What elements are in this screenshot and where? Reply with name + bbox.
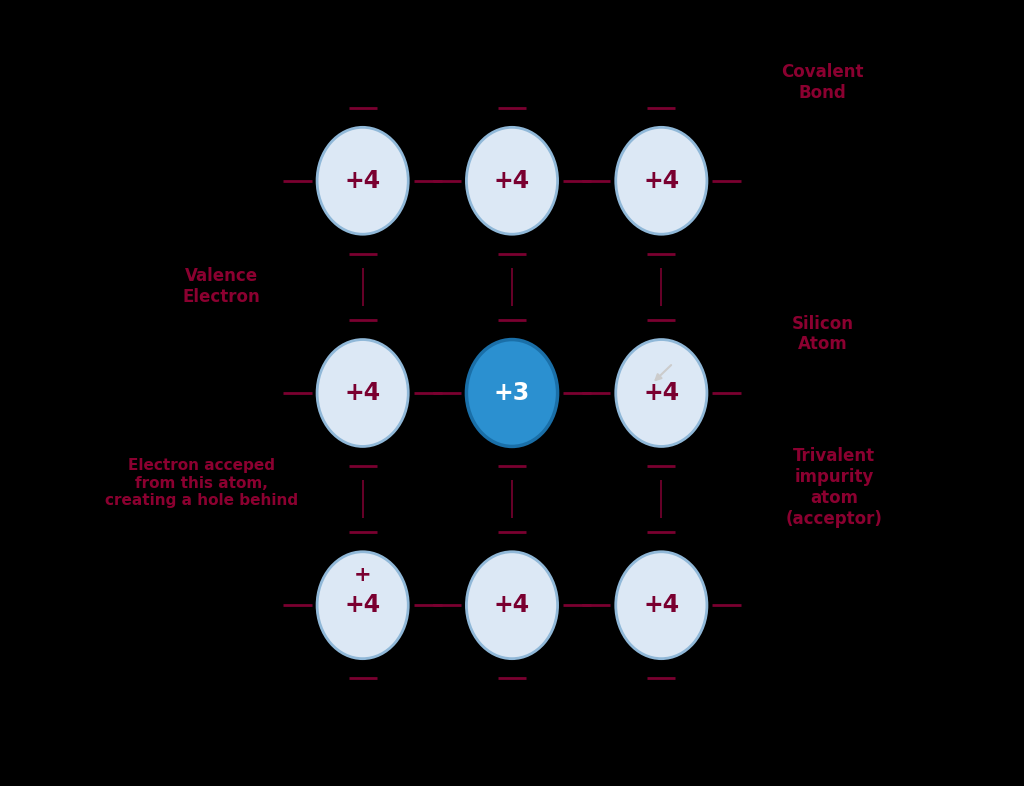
- Text: Electron acceped
from this atom,
creating a hole behind: Electron acceped from this atom, creatin…: [105, 458, 298, 509]
- Ellipse shape: [466, 127, 558, 234]
- Text: +4: +4: [494, 593, 530, 617]
- Ellipse shape: [317, 340, 409, 446]
- Text: +4: +4: [345, 169, 381, 193]
- Text: +4: +4: [345, 593, 381, 617]
- Text: +4: +4: [494, 169, 530, 193]
- Text: +4: +4: [643, 593, 679, 617]
- Text: +4: +4: [643, 381, 679, 405]
- Text: +4: +4: [643, 169, 679, 193]
- Text: Valence
Electron: Valence Electron: [182, 267, 260, 307]
- Ellipse shape: [615, 552, 707, 659]
- Ellipse shape: [317, 127, 409, 234]
- Text: Trivalent
impurity
atom
(acceptor): Trivalent impurity atom (acceptor): [785, 447, 883, 527]
- Ellipse shape: [615, 340, 707, 446]
- Text: +4: +4: [345, 381, 381, 405]
- Text: +3: +3: [494, 381, 530, 405]
- Ellipse shape: [466, 340, 558, 446]
- Ellipse shape: [466, 552, 558, 659]
- Text: Silicon
Atom: Silicon Atom: [792, 314, 853, 354]
- Ellipse shape: [615, 127, 707, 234]
- Text: Covalent
Bond: Covalent Bond: [781, 63, 863, 102]
- Ellipse shape: [317, 552, 409, 659]
- Text: +: +: [354, 565, 372, 586]
